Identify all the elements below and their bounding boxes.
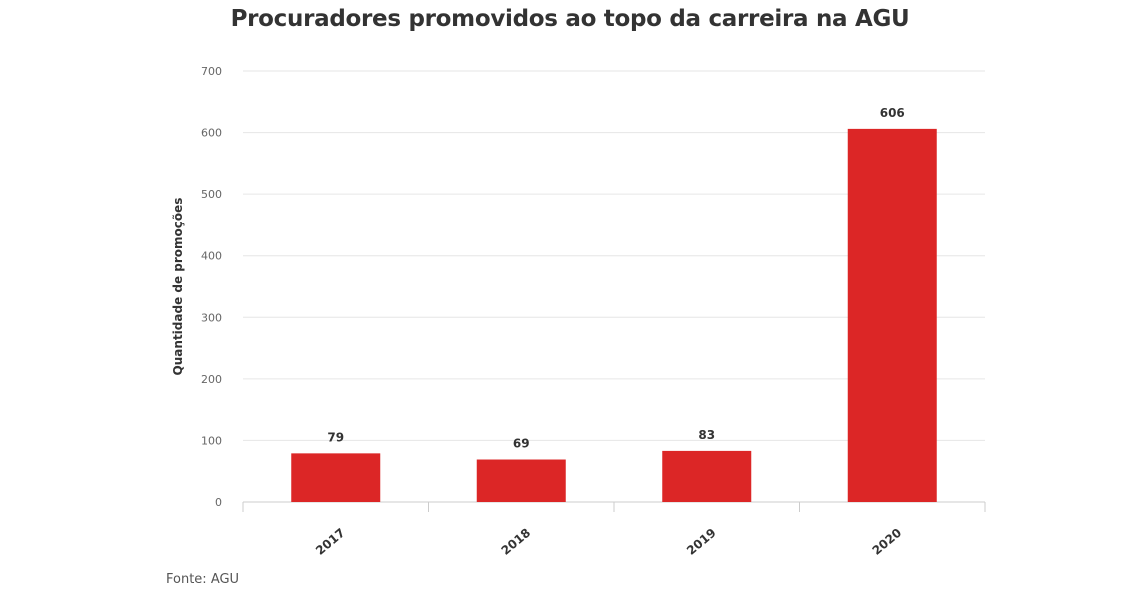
data-label-2017: 79: [327, 430, 344, 444]
data-label-2018: 69: [513, 437, 530, 451]
bar-2019: [662, 450, 752, 502]
y-tick-label: 0: [215, 496, 222, 509]
data-label-2019: 83: [698, 428, 715, 442]
y-tick-label: 700: [201, 65, 222, 78]
bars-group: [291, 128, 937, 502]
bar-2020: [847, 128, 937, 502]
bar-2017: [291, 453, 381, 502]
x-tick-label-2018: 2018: [499, 526, 534, 558]
y-ticks-group: 0 100 200 300 400 500 600 700: [201, 65, 222, 509]
bar-2018: [476, 459, 566, 502]
y-axis-title: Quantidade de promoções: [171, 198, 185, 376]
y-tick-label: 600: [201, 127, 222, 140]
source-note: Fonte: AGU: [166, 572, 240, 587]
chart-title: Procuradores promovidos ao topo da carre…: [230, 6, 910, 32]
x-tick-label-2017: 2017: [313, 526, 348, 558]
y-tick-label: 100: [201, 434, 222, 447]
data-label-2020: 606: [880, 106, 905, 120]
x-ticks-group: 2017 2018 2019 2020: [313, 526, 904, 558]
x-tick-label-2020: 2020: [870, 526, 905, 558]
y-tick-label: 200: [201, 373, 222, 386]
data-labels-group: 79 69 83 606: [327, 106, 904, 451]
y-tick-label: 300: [201, 311, 222, 324]
x-axis-group: [242, 501, 986, 512]
x-tick-label-2019: 2019: [684, 526, 719, 558]
y-tick-label: 500: [201, 188, 222, 201]
y-tick-label: 400: [201, 250, 222, 263]
